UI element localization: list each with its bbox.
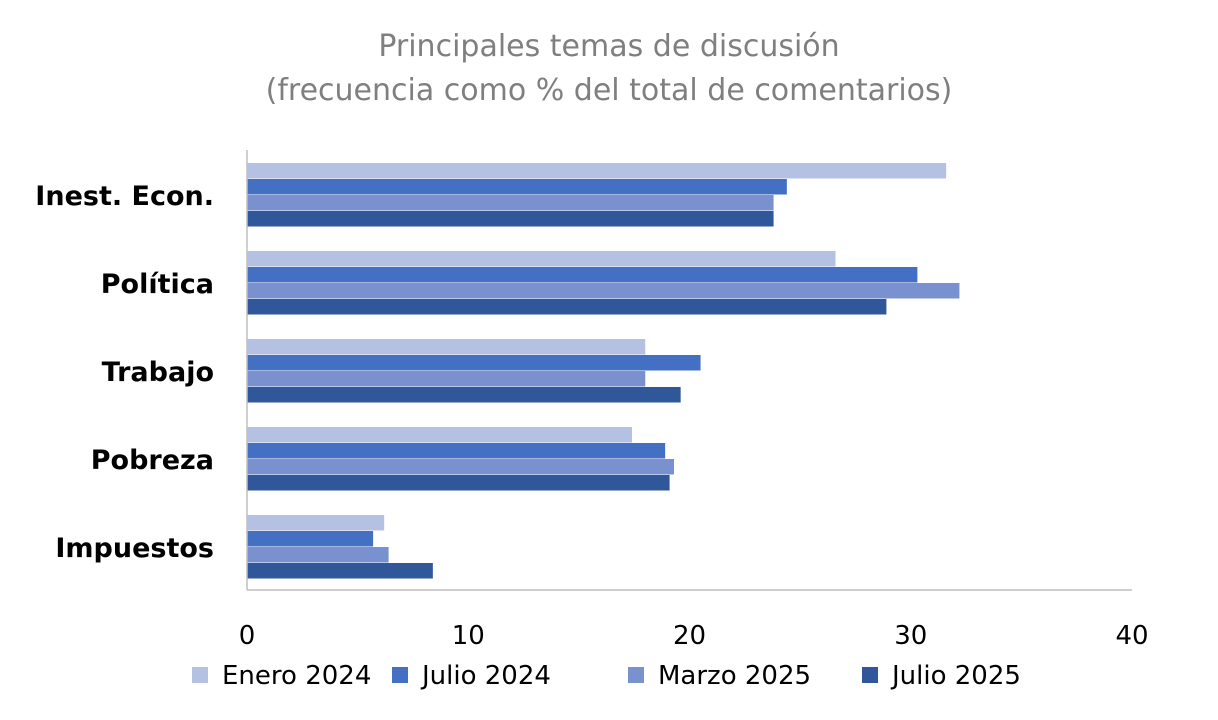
- bar-1-1: [247, 267, 918, 283]
- legend-label: Enero 2024: [222, 661, 371, 691]
- legend-label: Julio 2025: [890, 661, 1021, 691]
- bar-0-2: [247, 195, 774, 211]
- bar-1-3: [247, 299, 887, 315]
- x-tick-label: 40: [1115, 621, 1148, 651]
- bar-4-1: [247, 531, 374, 547]
- bar-3-2: [247, 459, 675, 475]
- bar-4-2: [247, 547, 389, 563]
- legend-swatch: [192, 667, 208, 683]
- category-label: Trabajo: [102, 357, 214, 388]
- chart-title: Principales temas de discusión: [378, 29, 839, 64]
- bar-3-1: [247, 443, 666, 459]
- legend-swatch: [862, 667, 878, 683]
- category-label: Política: [101, 269, 214, 300]
- legend-label: Julio 2024: [420, 661, 551, 691]
- category-label: Inest. Econ.: [35, 181, 214, 212]
- bar-2-1: [247, 355, 701, 371]
- bar-2-2: [247, 371, 646, 387]
- bar-4-3: [247, 563, 433, 579]
- category-label: Impuestos: [55, 533, 214, 564]
- x-tick-label: 30: [894, 621, 927, 651]
- bar-0-3: [247, 211, 774, 227]
- bar-0-0: [247, 163, 947, 179]
- bar-3-0: [247, 427, 632, 443]
- bar-4-0: [247, 515, 385, 531]
- bar-0-1: [247, 179, 787, 195]
- chart-subtitle: (frecuencia como % del total de comentar…: [266, 73, 953, 108]
- x-tick-label: 20: [673, 621, 706, 651]
- bar-2-3: [247, 387, 681, 403]
- bar-1-0: [247, 251, 836, 267]
- category-label: Pobreza: [91, 445, 214, 476]
- bar-3-3: [247, 475, 670, 491]
- legend-swatch: [392, 667, 408, 683]
- x-tick-label: 10: [452, 621, 485, 651]
- legend-swatch: [628, 667, 644, 683]
- x-tick-label: 0: [239, 621, 256, 651]
- bar-2-0: [247, 339, 646, 355]
- bar-1-2: [247, 283, 960, 299]
- legend-label: Marzo 2025: [658, 661, 811, 691]
